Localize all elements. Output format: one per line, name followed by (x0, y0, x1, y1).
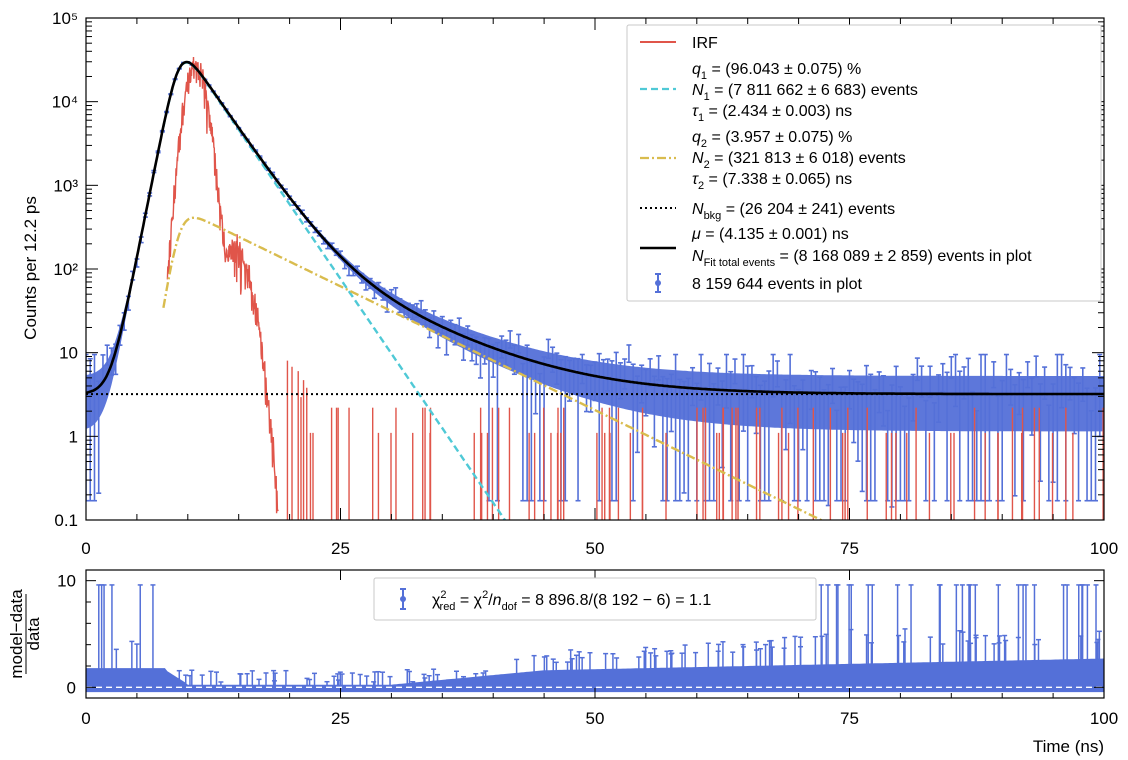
legend-tau2: τ2 = (7.338 ± 0.065) ns (692, 171, 852, 192)
y-tick-label: 10 (59, 344, 78, 363)
y-tick-label: 1 (69, 427, 78, 446)
residual-y-tick-label: 0 (67, 678, 76, 697)
y-tick-label: 0.1 (54, 511, 78, 530)
axis-ticks: 0 25 50 75 100 0.1 1 10 10² 10³ 10⁴ 10⁵ (52, 9, 1118, 558)
x-tick-label: 100 (1090, 539, 1118, 558)
legend-mu: μ = (4.135 ± 0.001) ns (691, 226, 849, 243)
y-tick-label: 10⁴ (52, 93, 78, 112)
residual-x-tick-label: 100 (1090, 709, 1118, 728)
legend-nfit: NFit total events = (8 168 089 ± 2 859) … (692, 248, 1032, 269)
residual-y-axis-label: model−data data (7, 589, 43, 679)
total-fit-line (86, 60, 1104, 396)
legend: IRF q1 = (96.043 ± 0.075) % N1 = (7 811 … (626, 24, 1102, 302)
component-2-line (162, 216, 824, 520)
plot-area (86, 56, 1104, 520)
legend-q1: q1 = (96.043 ± 0.075) % (692, 61, 861, 82)
y-tick-label: 10² (53, 260, 78, 279)
legend-data-swatch (655, 273, 661, 293)
y-tick-label: 10³ (53, 176, 78, 195)
x-axis-label: Time (ns) (1033, 737, 1104, 756)
residual-legend-frame (373, 577, 817, 621)
legend-q2: q2 = (3.957 ± 0.075) % (692, 129, 852, 150)
residual-legend-swatch (400, 588, 406, 610)
legend-frame (626, 24, 1102, 302)
residual-x-tick-label: 25 (331, 709, 350, 728)
legend-irf-label: IRF (692, 35, 718, 52)
main-plot-panel: 0 25 50 75 100 0.1 1 10 10² 10³ 10⁴ 10⁵ Counts per … (21, 9, 1118, 558)
residual-axis-ticks: 0 25 50 75 100 0 10 (57, 570, 1118, 728)
legend-n2: N2 = (321 813 ± 6 018) events (692, 150, 906, 171)
svg-text:model−data: model−data (7, 589, 26, 679)
legend-nbkg: Nbkg = (26 204 ± 241) events (692, 201, 895, 222)
legend-tau1: τ1 = (2.434 ± 0.003) ns (692, 103, 852, 124)
x-tick-label: 75 (840, 539, 859, 558)
x-tick-label: 25 (331, 539, 350, 558)
legend-n1: N1 = (7 811 662 ± 6 683) events (692, 82, 918, 103)
residual-y-tick-label: 10 (57, 572, 76, 591)
svg-text:data: data (24, 617, 43, 651)
legend-data-label: 8 159 644 events in plot (692, 276, 862, 293)
x-tick-label: 50 (586, 539, 605, 558)
residual-x-tick-label: 0 (81, 709, 90, 728)
residual-x-tick-label: 50 (586, 709, 605, 728)
component-1-line (162, 61, 507, 520)
residual-x-tick-label: 75 (840, 709, 859, 728)
residual-plot-area (86, 584, 1104, 693)
y-axis-label: Counts per 12.2 ps (21, 196, 40, 340)
x-tick-label: 0 (81, 539, 90, 558)
residual-band (86, 658, 1104, 693)
residual-legend-text: χ2 red = χ2/ndof = 8 896.8/(8 192 − 6) = … (432, 589, 711, 613)
irf-line (166, 56, 279, 514)
y-tick-label: 10⁵ (52, 9, 78, 28)
irf-series (166, 56, 1104, 520)
residual-legend: χ2 red = χ2/ndof = 8 896.8/(8 192 − 6) = … (373, 577, 817, 621)
